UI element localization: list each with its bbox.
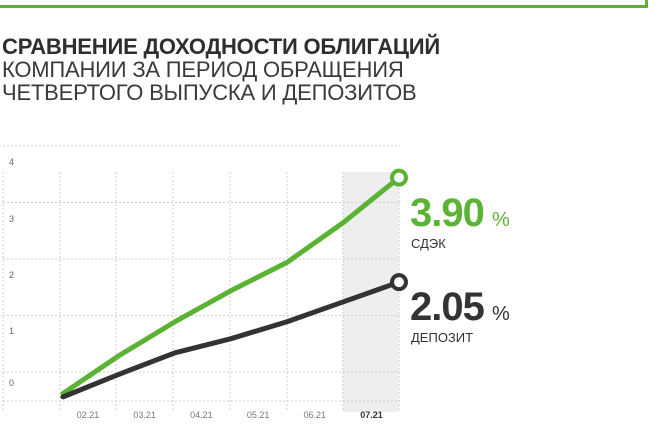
y-tick-label: 2 bbox=[9, 270, 14, 280]
x-tick-label: 04.21 bbox=[190, 410, 213, 420]
x-tick-label: 06.21 bbox=[304, 410, 327, 420]
x-tick-label: 05.21 bbox=[247, 410, 270, 420]
y-tick-label: 3 bbox=[9, 214, 14, 224]
x-tick-label: 03.21 bbox=[133, 410, 156, 420]
x-tick-label: 07.21 bbox=[360, 410, 383, 420]
title-line-3: ЧЕТВЕРТОГО ВЫПУСКА И ДЕПОЗИТОВ bbox=[2, 80, 417, 105]
top-rule bbox=[0, 0, 648, 8]
end-value-unit: % bbox=[492, 303, 510, 325]
end-value: 2.05 bbox=[410, 285, 485, 329]
y-tick-label: 1 bbox=[9, 326, 14, 336]
series-line bbox=[60, 279, 402, 400]
end-value: 3.90 bbox=[410, 191, 484, 235]
end-value-unit: % bbox=[492, 209, 510, 231]
title-line-2: КОМПАНИИ ЗА ПЕРИОД ОБРАЩЕНИЯ bbox=[2, 57, 404, 82]
title-line-1: СРАВНЕНИЕ ДОХОДНОСТИ ОБЛИГАЦИЙ bbox=[2, 34, 440, 59]
series-end-marker bbox=[390, 168, 408, 187]
end-value-series-name: СДЭК bbox=[411, 236, 446, 251]
y-tick-label: 0 bbox=[9, 378, 14, 388]
series-end-marker bbox=[390, 273, 408, 292]
y-tick-label: 4 bbox=[9, 157, 14, 167]
series-line bbox=[60, 175, 402, 396]
x-tick-label: 02.21 bbox=[77, 410, 100, 420]
chart-title: СРАВНЕНИЕ ДОХОДНОСТИ ОБЛИГАЦИЙ КОМПАНИИ … bbox=[2, 35, 642, 104]
end-value-series-name: ДЕПОЗИТ bbox=[411, 330, 473, 345]
